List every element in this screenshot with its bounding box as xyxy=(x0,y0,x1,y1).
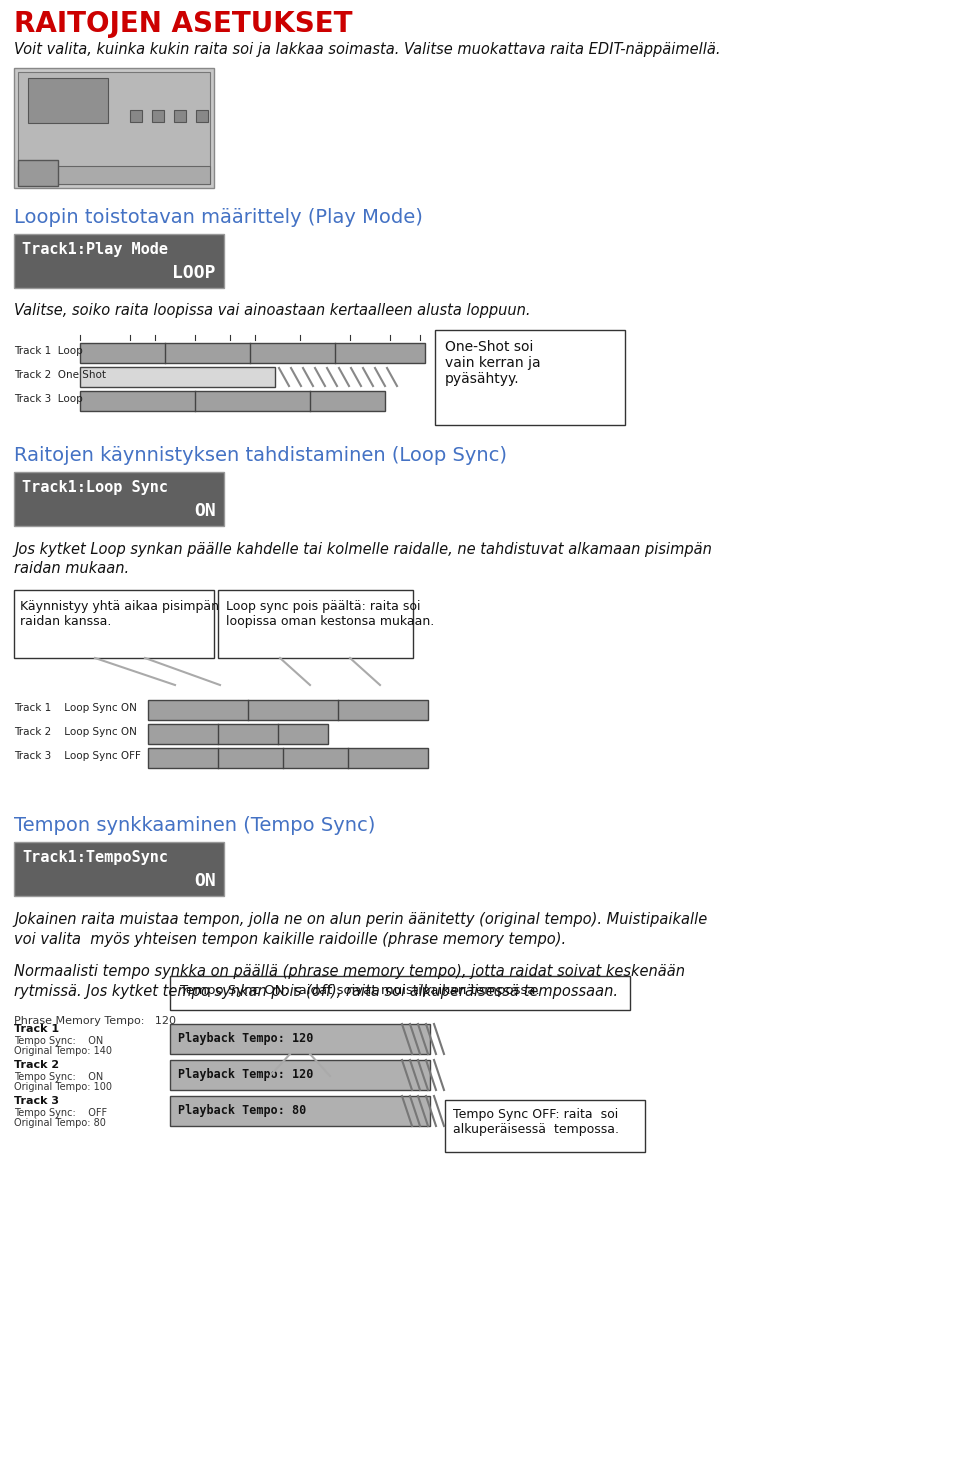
Text: Track 2  One Shot: Track 2 One Shot xyxy=(14,370,106,381)
Text: Track 3  Loop: Track 3 Loop xyxy=(14,394,83,404)
Text: Voit valita, kuinka kukin raita soi ja lakkaa soimasta. Valitse muokattava raita: Voit valita, kuinka kukin raita soi ja l… xyxy=(14,42,721,57)
Bar xyxy=(218,590,413,657)
Text: raidan mukaan.: raidan mukaan. xyxy=(14,561,130,575)
Text: ON: ON xyxy=(194,873,216,890)
Text: Track 3: Track 3 xyxy=(14,1097,59,1105)
Text: Track 2: Track 2 xyxy=(14,1060,60,1070)
Text: Track 2    Loop Sync ON: Track 2 Loop Sync ON xyxy=(14,728,137,736)
Bar xyxy=(18,160,58,186)
Bar xyxy=(14,471,224,526)
Bar xyxy=(14,234,224,288)
Bar xyxy=(170,1097,430,1126)
Text: RAITOJEN ASETUKSET: RAITOJEN ASETUKSET xyxy=(14,10,352,38)
Text: Tempo Sync ON: raidat soivat muistipaikan tempossa.: Tempo Sync ON: raidat soivat muistipaika… xyxy=(180,984,540,997)
Text: Track1:Loop Sync: Track1:Loop Sync xyxy=(22,480,168,495)
Text: Playback Tempo: 80: Playback Tempo: 80 xyxy=(178,1104,306,1117)
Text: rytmissä. Jos kytket tempo synkan pois (off), raita soi alkuperäisessä tempossaa: rytmissä. Jos kytket tempo synkan pois (… xyxy=(14,984,618,998)
Text: voi valita  myös yhteisen tempon kaikille raidoille (phrase memory tempo).: voi valita myös yhteisen tempon kaikille… xyxy=(14,933,566,947)
Text: Original Tempo: 100: Original Tempo: 100 xyxy=(14,1082,112,1092)
Text: Original Tempo: 140: Original Tempo: 140 xyxy=(14,1045,112,1056)
Text: Phrase Memory Tempo:   120: Phrase Memory Tempo: 120 xyxy=(14,1016,176,1026)
Text: Track 3    Loop Sync OFF: Track 3 Loop Sync OFF xyxy=(14,751,141,761)
Text: Track 1: Track 1 xyxy=(14,1023,60,1034)
Text: One-Shot soi
vain kerran ja
pyäsähtyy.: One-Shot soi vain kerran ja pyäsähtyy. xyxy=(445,340,540,386)
Text: Jos kytket Loop synkan päälle kahdelle tai kolmelle raidalle, ne tahdistuvat alk: Jos kytket Loop synkan päälle kahdelle t… xyxy=(14,542,712,556)
Bar xyxy=(196,110,208,122)
Bar xyxy=(148,725,328,744)
Bar xyxy=(14,842,224,896)
Bar xyxy=(445,1099,645,1152)
Text: Loop sync pois päältä: raita soi
loopissa oman kestonsa mukaan.: Loop sync pois päältä: raita soi loopiss… xyxy=(226,600,434,628)
Text: Tempo Sync:    ON: Tempo Sync: ON xyxy=(14,1037,104,1045)
Bar xyxy=(18,165,210,184)
Text: Normaalisti tempo synkka on päällä (phrase memory tempo), jotta raidat soivat ke: Normaalisti tempo synkka on päällä (phra… xyxy=(14,963,685,979)
Text: Tempo Sync:    OFF: Tempo Sync: OFF xyxy=(14,1108,108,1118)
Text: Raitojen käynnistyksen tahdistaminen (Loop Sync): Raitojen käynnistyksen tahdistaminen (Lo… xyxy=(14,447,507,466)
Text: Playback Tempo: 120: Playback Tempo: 120 xyxy=(178,1032,313,1045)
Text: Track 1    Loop Sync ON: Track 1 Loop Sync ON xyxy=(14,703,137,713)
Bar xyxy=(80,343,425,363)
Bar xyxy=(174,110,186,122)
Text: ON: ON xyxy=(194,502,216,520)
Text: Playback Tempo: 120: Playback Tempo: 120 xyxy=(178,1069,313,1080)
Bar xyxy=(130,110,142,122)
Text: Tempon synkkaaminen (Tempo Sync): Tempon synkkaaminen (Tempo Sync) xyxy=(14,815,375,834)
Text: LOOP: LOOP xyxy=(173,264,216,283)
Bar xyxy=(18,72,210,184)
Text: Tempo Sync:    ON: Tempo Sync: ON xyxy=(14,1072,104,1082)
Bar xyxy=(170,1060,430,1091)
Bar xyxy=(170,1023,430,1054)
Bar xyxy=(14,590,214,657)
Text: Valitse, soiko raita loopissa vai ainoastaan kertaalleen alusta loppuun.: Valitse, soiko raita loopissa vai ainoas… xyxy=(14,303,531,318)
Bar xyxy=(148,700,428,720)
Text: Loopin toistotavan määrittely (Play Mode): Loopin toistotavan määrittely (Play Mode… xyxy=(14,208,422,227)
Bar xyxy=(80,391,385,411)
Text: Original Tempo: 80: Original Tempo: 80 xyxy=(14,1118,106,1127)
Bar xyxy=(14,67,214,187)
Text: Track 1  Loop: Track 1 Loop xyxy=(14,346,83,356)
Bar xyxy=(28,78,108,123)
Text: Track1:Play Mode: Track1:Play Mode xyxy=(22,242,168,258)
Bar xyxy=(170,976,630,1010)
Text: Tempo Sync OFF: raita  soi
alkuperäisessä  tempossa.: Tempo Sync OFF: raita soi alkuperäisessä… xyxy=(453,1108,619,1136)
Bar xyxy=(152,110,164,122)
Bar xyxy=(435,329,625,425)
Bar xyxy=(80,367,275,386)
Text: Jokainen raita muistaa tempon, jolla ne on alun perin äänitetty (original tempo): Jokainen raita muistaa tempon, jolla ne … xyxy=(14,912,708,927)
Text: Käynnistyy yhtä aikaa pisimpän
raidan kanssa.: Käynnistyy yhtä aikaa pisimpän raidan ka… xyxy=(20,600,219,628)
Text: Track1:TempoSync: Track1:TempoSync xyxy=(22,851,168,865)
Bar xyxy=(148,748,428,769)
